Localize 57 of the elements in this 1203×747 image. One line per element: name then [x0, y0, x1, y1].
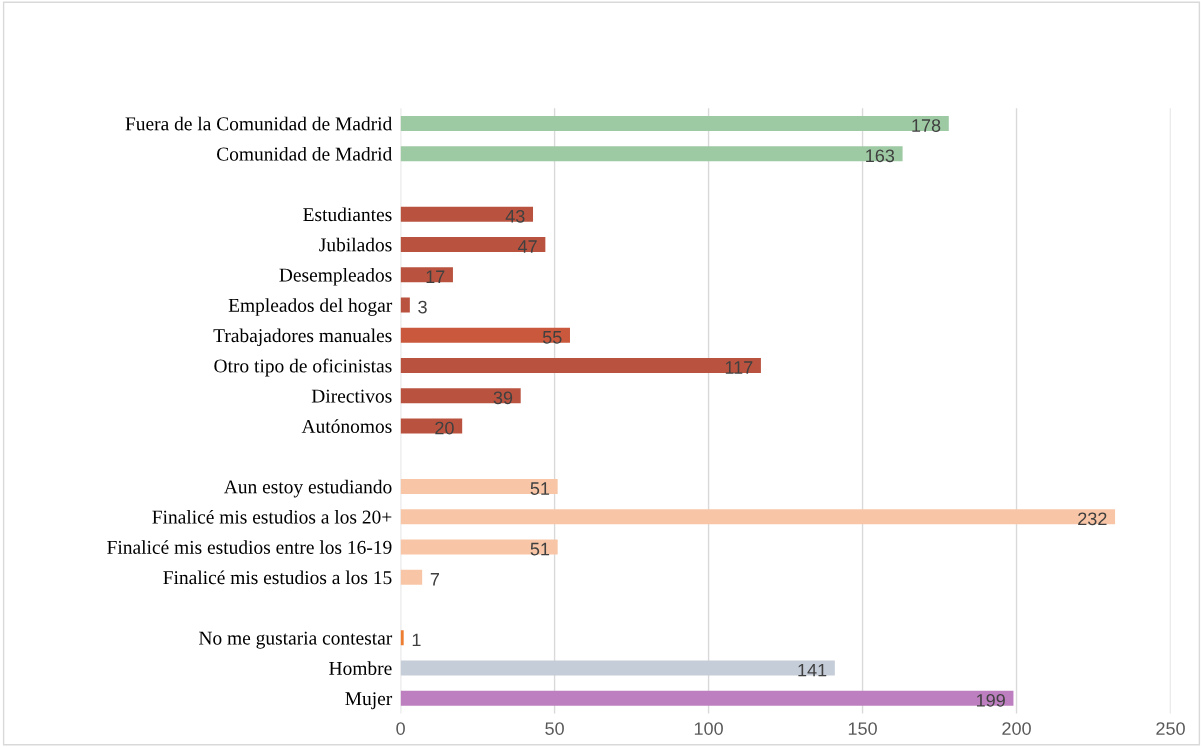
bar	[400, 418, 463, 434]
data-label: 1	[412, 633, 421, 647]
y-tick-label: Finalicé mis estudios entre los 16-19	[107, 540, 392, 554]
y-tick-label: Mujer	[345, 692, 393, 710]
y-tick-label: Aun estoy estudiando	[223, 479, 392, 498]
y-tick-label: Empleados del hogar	[228, 298, 393, 316]
data-label: 51	[530, 482, 550, 495]
y-tick-label: Otro tipo de oficinistas	[214, 358, 392, 377]
y-tick-label: Jubilados	[319, 237, 392, 252]
bar	[400, 146, 903, 162]
bar	[400, 539, 558, 555]
data-label: 20	[435, 421, 454, 435]
bar	[400, 630, 404, 646]
data-label: 199	[977, 693, 1005, 707]
data-label: 232	[1078, 512, 1107, 526]
y-tick-label: Autónomos	[301, 419, 392, 433]
x-tick-label: 0	[396, 722, 405, 735]
bar	[400, 297, 410, 313]
y-tick-label: Comunidad de Madrid	[217, 146, 393, 161]
y-tick-label: Finalicé mis estudios a los 15	[163, 570, 392, 585]
data-label: 43	[505, 209, 525, 223]
x-tick-label: 50	[545, 722, 564, 735]
data-label: 3	[418, 300, 427, 314]
bar	[400, 388, 521, 404]
y-tick-label: Estudiantes	[303, 207, 392, 222]
data-label: 163	[866, 149, 895, 163]
bar	[400, 357, 761, 374]
bar	[400, 690, 1014, 706]
y-tick-label: Hombre	[329, 661, 392, 675]
data-label: 47	[517, 240, 537, 253]
bar	[400, 267, 453, 283]
x-tick-label: 250	[1156, 722, 1185, 735]
x-tick-label: 200	[1002, 722, 1031, 735]
data-label: 55	[542, 331, 562, 344]
bar	[400, 478, 558, 495]
bar	[400, 509, 1116, 525]
y-tick-label: Fuera de la Comunidad de Madrid	[125, 116, 393, 131]
data-label: 39	[493, 391, 513, 405]
bar	[400, 660, 835, 676]
y-tick-label: No me gustaria contestar	[198, 631, 393, 649]
bar	[400, 115, 949, 132]
x-tick-label: 100	[694, 722, 723, 735]
x-tick-label: 150	[848, 722, 877, 735]
data-label: 141	[798, 663, 827, 677]
data-label: 17	[426, 270, 445, 284]
y-tick-label: Directivos	[311, 389, 392, 403]
y-tick-label: Finalicé mis estudios a los 20+	[152, 509, 392, 524]
bar	[400, 206, 534, 222]
data-label: 51	[530, 542, 550, 556]
bar	[400, 236, 546, 253]
bar	[400, 569, 423, 585]
y-tick-label: Trabajadores manuales	[213, 328, 392, 347]
data-label: 7	[430, 573, 439, 586]
data-label: 117	[725, 361, 753, 374]
data-label: 178	[912, 119, 941, 132]
bar	[400, 327, 570, 343]
y-tick-label: Desempleados	[279, 267, 392, 286]
